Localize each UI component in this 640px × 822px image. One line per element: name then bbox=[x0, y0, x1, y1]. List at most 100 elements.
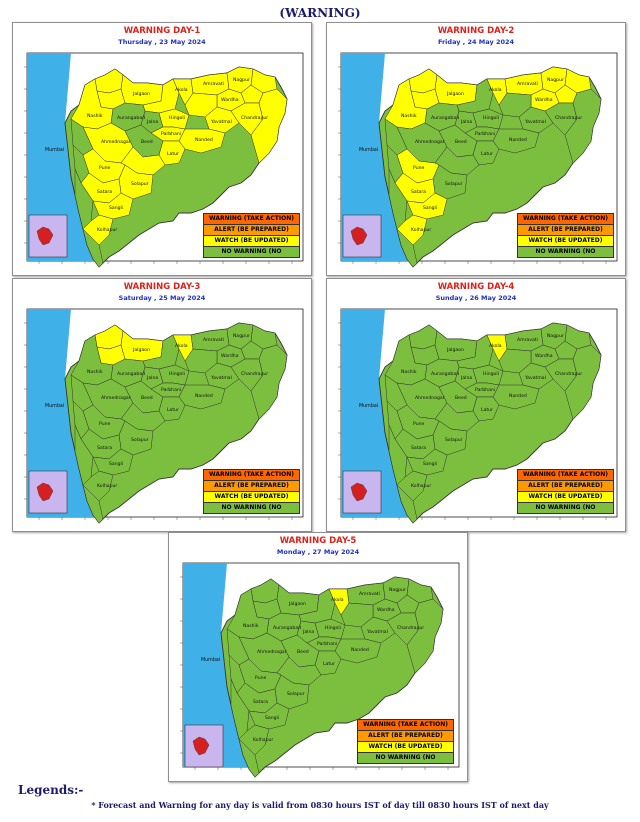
place-label-chandrapur: Chandrapur bbox=[555, 371, 582, 377]
warning-map: Nashik Jalgaon Akola Amravati Nagpur Wardha Ya… bbox=[338, 308, 618, 524]
place-label-amravati: Amravati bbox=[517, 81, 538, 87]
place-label-wardha: Wardha bbox=[535, 353, 553, 359]
inset-state-marker bbox=[192, 736, 210, 756]
place-label-pune: Pune bbox=[413, 165, 425, 171]
legend-item: ALERT (BE PREPARED) bbox=[204, 481, 299, 492]
validity-footnote: * Forecast and Warning for any day is va… bbox=[91, 800, 549, 810]
page-title: (WARNING) bbox=[279, 6, 361, 20]
place-label-kolhapur: Kolhapur bbox=[411, 483, 431, 489]
legend-item: WATCH (BE UPDATED) bbox=[518, 492, 613, 503]
legend-item: WARNING (TAKE ACTION) bbox=[518, 470, 613, 481]
place-label-parbhani: Parbhani bbox=[161, 387, 181, 393]
place-label-hingoli: Hingoli bbox=[169, 115, 185, 121]
place-label-hingoli: Hingoli bbox=[483, 371, 499, 377]
place-label-akola: Akola bbox=[489, 343, 502, 349]
legend-item: WATCH (BE UPDATED) bbox=[518, 236, 613, 247]
place-label-jalna: Jalna bbox=[146, 119, 158, 125]
place-label-mumbai: Mumbai bbox=[45, 403, 64, 409]
legend-item: WARNING (TAKE ACTION) bbox=[204, 470, 299, 481]
place-label-chandrapur: Chandrapur bbox=[241, 115, 268, 121]
place-label-yavatmal: Yavatmal bbox=[210, 119, 232, 125]
legend-item: WARNING (TAKE ACTION) bbox=[358, 720, 453, 731]
place-label-yavatmal: Yavatmal bbox=[366, 629, 388, 635]
place-label-satara: Satara bbox=[253, 699, 268, 705]
place-label-wardha: Wardha bbox=[535, 97, 553, 103]
place-label-beed: Beed bbox=[141, 395, 153, 401]
place-label-nashik: Nashik bbox=[87, 113, 103, 119]
warning-map: Nashik Jalgaon Akola Amravati Nagpur Wardha Ya… bbox=[338, 52, 618, 268]
place-label-kolhapur: Kolhapur bbox=[97, 483, 117, 489]
day-2-panel: Nashik Jalgaon Akola Amravati Nagpur Wardha Ya… bbox=[326, 22, 626, 276]
place-label-amravati: Amravati bbox=[203, 337, 224, 343]
district-gadchiroli bbox=[406, 598, 444, 674]
legend-item: WARNING (TAKE ACTION) bbox=[204, 214, 299, 225]
place-label-hingoli: Hingoli bbox=[325, 625, 341, 631]
place-label-nagpur: Nagpur bbox=[389, 587, 406, 593]
place-label-yavatmal: Yavatmal bbox=[210, 375, 232, 381]
place-label-solapur: Solapur bbox=[445, 181, 463, 187]
place-label-ahmednagar: Ahmednagar bbox=[257, 649, 287, 655]
place-label-amravati: Amravati bbox=[517, 337, 538, 343]
place-label-latur: Latur bbox=[323, 661, 335, 667]
place-label-parbhani: Parbhani bbox=[475, 387, 495, 393]
place-label-pune: Pune bbox=[99, 165, 111, 171]
place-label-chandrapur: Chandrapur bbox=[397, 625, 424, 631]
place-label-jalgaon: Jalgaon bbox=[288, 601, 306, 607]
place-label-ahmednagar: Ahmednagar bbox=[101, 395, 131, 401]
place-label-wardha: Wardha bbox=[221, 97, 239, 103]
legend-item: ALERT (BE PREPARED) bbox=[518, 481, 613, 492]
place-label-nanded: Nanded bbox=[195, 393, 213, 399]
place-label-sangli: Sangli bbox=[109, 461, 123, 467]
place-label-kolhapur: Kolhapur bbox=[411, 227, 431, 233]
place-label-hingoli: Hingoli bbox=[483, 115, 499, 121]
place-label-akola: Akola bbox=[489, 87, 502, 93]
legend-item: WATCH (BE UPDATED) bbox=[358, 742, 453, 753]
legend-item: NO WARNING (NO bbox=[204, 503, 299, 513]
place-label-satara: Satara bbox=[411, 189, 426, 195]
place-label-solapur: Solapur bbox=[131, 437, 149, 443]
arabian-sea bbox=[27, 53, 101, 267]
place-label-ahmednagar: Ahmednagar bbox=[415, 395, 445, 401]
day-date: Sunday , 26 May 2024 bbox=[435, 294, 517, 302]
place-label-sangli: Sangli bbox=[109, 205, 123, 211]
day-date: Friday , 24 May 2024 bbox=[437, 38, 515, 46]
legend-item: ALERT (BE PREPARED) bbox=[518, 225, 613, 236]
place-label-aurangabad: Aurangabad bbox=[117, 115, 145, 121]
place-label-aurangabad: Aurangabad bbox=[431, 371, 459, 377]
warning-map: Nashik Jalgaon Akola Amravati Nagpur Wardha Ya… bbox=[24, 52, 304, 268]
place-label-ahmednagar: Ahmednagar bbox=[101, 139, 131, 145]
day-3-panel: Nashik Jalgaon Akola Amravati Nagpur Wardha Ya… bbox=[12, 278, 312, 532]
place-label-mumbai: Mumbai bbox=[359, 147, 378, 153]
place-label-akola: Akola bbox=[175, 343, 188, 349]
place-label-pune: Pune bbox=[413, 421, 425, 427]
place-label-jalgaon: Jalgaon bbox=[132, 91, 150, 97]
day-title: WARNING DAY-2 bbox=[437, 26, 515, 36]
legend-item: NO WARNING (NO bbox=[518, 503, 613, 513]
place-label-jalna: Jalna bbox=[302, 629, 314, 635]
day-1-panel: Nashik Jalgaon Akola Amravati Nagpur Wardha Ya… bbox=[12, 22, 312, 276]
arabian-sea bbox=[27, 309, 101, 523]
place-label-akola: Akola bbox=[331, 597, 344, 603]
place-label-beed: Beed bbox=[455, 395, 467, 401]
district-sindhudurg bbox=[396, 484, 418, 524]
inset-state-marker bbox=[350, 482, 368, 502]
place-label-solapur: Solapur bbox=[287, 691, 305, 697]
place-label-nagpur: Nagpur bbox=[547, 77, 564, 83]
legend-item: NO WARNING (NO bbox=[204, 247, 299, 257]
place-label-chandrapur: Chandrapur bbox=[241, 371, 268, 377]
inset-state-marker bbox=[36, 482, 54, 502]
legend-item: WATCH (BE UPDATED) bbox=[204, 492, 299, 503]
district-sindhudurg bbox=[82, 228, 104, 268]
place-label-aurangabad: Aurangabad bbox=[431, 115, 459, 121]
place-label-parbhani: Parbhani bbox=[161, 131, 181, 137]
place-label-nanded: Nanded bbox=[195, 137, 213, 143]
day-5-panel: Nashik Jalgaon Akola Amravati Nagpur Wardha Ya… bbox=[168, 532, 468, 782]
place-label-beed: Beed bbox=[141, 139, 153, 145]
district-gadchiroli bbox=[564, 344, 602, 420]
place-label-nanded: Nanded bbox=[509, 393, 527, 399]
place-label-nagpur: Nagpur bbox=[233, 333, 250, 339]
place-label-amravati: Amravati bbox=[203, 81, 224, 87]
place-label-jalna: Jalna bbox=[460, 375, 472, 381]
place-label-nanded: Nanded bbox=[509, 137, 527, 143]
arabian-sea bbox=[341, 309, 415, 523]
